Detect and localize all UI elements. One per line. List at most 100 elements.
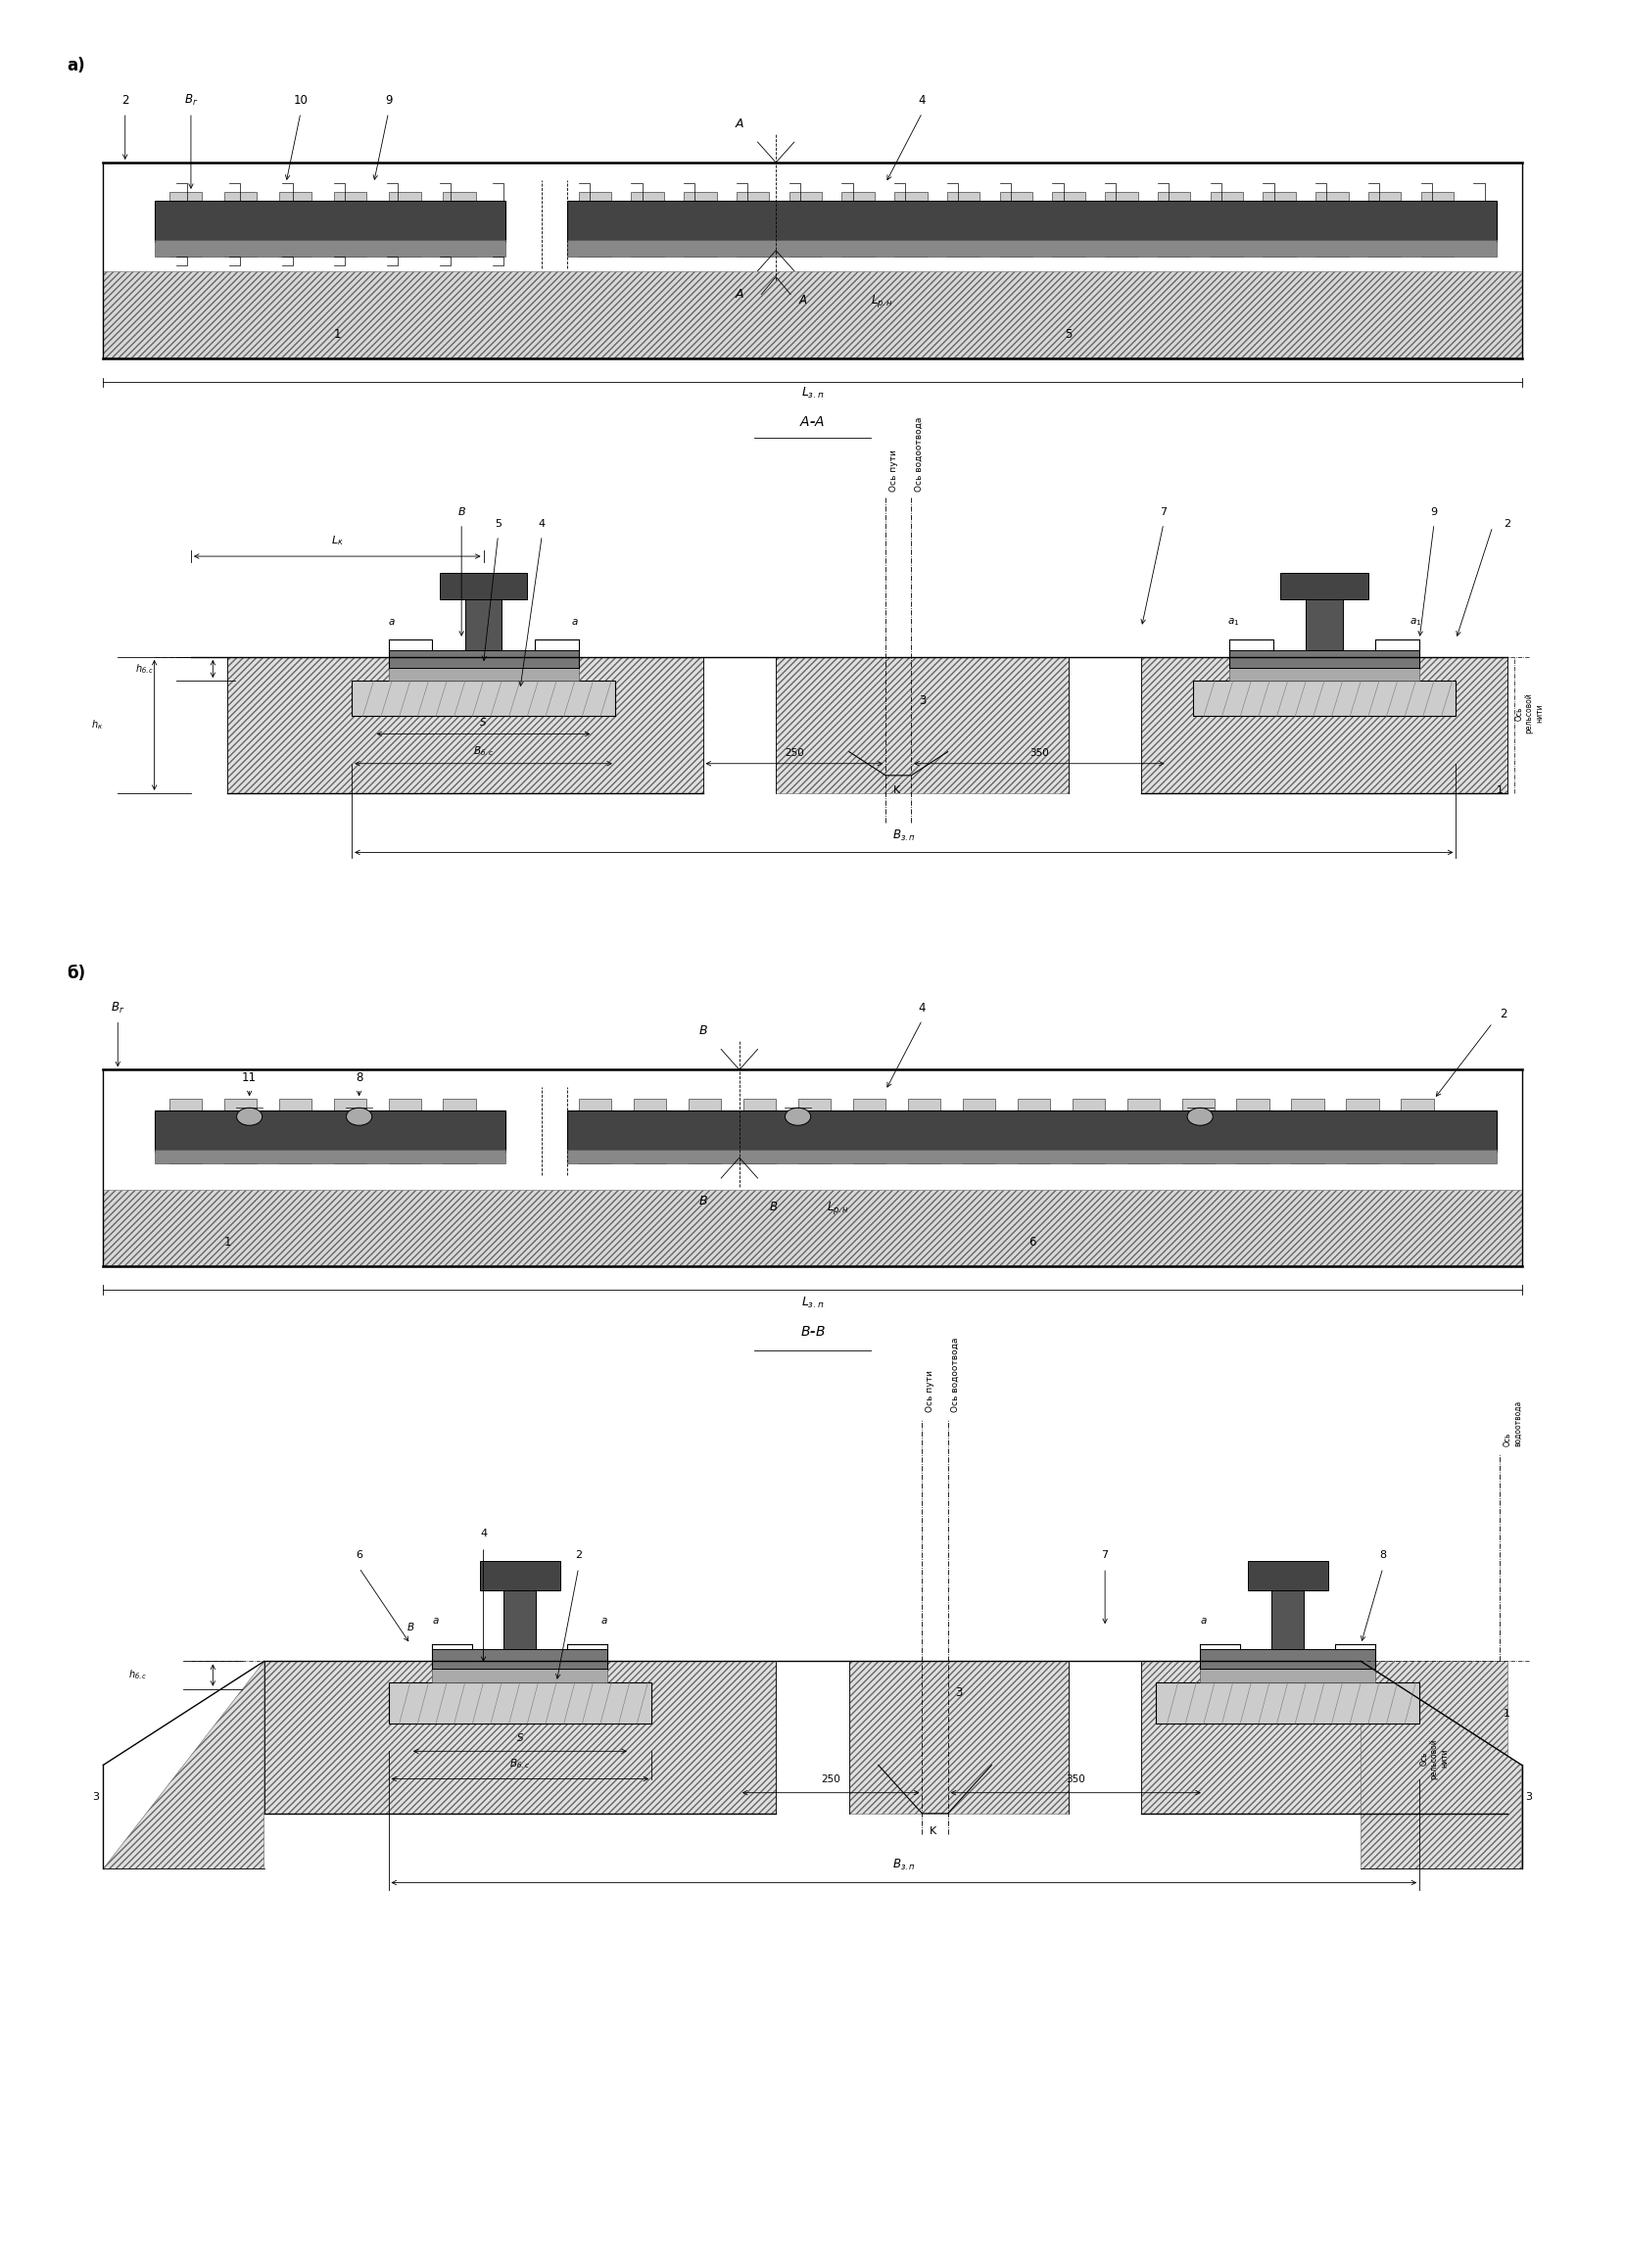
Text: 2: 2 [575,1549,582,1560]
Text: б): б) [67,964,86,982]
Text: 7: 7 [1160,508,1167,517]
Bar [1230,651,1420,667]
Text: 4: 4 [538,519,546,528]
Text: 2: 2 [1503,519,1511,528]
Bar [1401,1100,1435,1163]
Bar [630,193,665,256]
Text: $B$: $B$ [699,1025,707,1036]
Bar [853,1100,886,1163]
Text: $A$: $A$ [798,293,808,306]
Text: $A$-$A$: $A$-$A$ [800,415,826,429]
Text: $a$: $a$ [388,617,396,626]
Bar [908,1100,941,1163]
Text: $A$: $A$ [735,288,744,299]
Bar [388,667,578,680]
Bar [567,240,1497,256]
Bar [388,1683,652,1724]
Bar [388,193,421,256]
Text: $B_{з.п}$: $B_{з.п}$ [892,1857,915,1873]
Bar [578,1100,611,1163]
Text: $L_{з.п}$: $L_{з.п}$ [801,1295,824,1311]
Bar [388,1100,421,1163]
Bar [104,1191,1523,1266]
Text: 3: 3 [93,1792,99,1801]
Text: $L_{з.п}$: $L_{з.п}$ [801,386,824,401]
Ellipse shape [1188,1107,1212,1125]
Bar [1193,680,1456,717]
Text: 7: 7 [1102,1549,1108,1560]
Bar [1230,667,1420,680]
Text: $B_{б.с}$: $B_{б.с}$ [473,744,494,758]
Text: $a$: $a$ [432,1615,440,1626]
Bar [465,599,502,651]
Bar [224,193,257,256]
Text: 250: 250 [821,1774,840,1785]
Bar [1368,193,1401,256]
Text: Ось пути: Ось пути [889,449,899,492]
Bar [1181,1100,1216,1163]
Bar [224,1100,257,1163]
Text: $h_{б.с}$: $h_{б.с}$ [128,1669,146,1683]
Bar [842,193,874,256]
Bar [169,1100,202,1163]
Text: $B_{з.п}$: $B_{з.п}$ [892,828,915,844]
Text: 4: 4 [479,1529,488,1538]
Bar [578,193,611,256]
Bar [1281,574,1368,599]
Bar [777,658,1069,794]
Bar [567,1111,1497,1152]
Bar [1211,193,1243,256]
Bar [154,1150,505,1163]
Bar [279,193,312,256]
Bar [279,1100,312,1163]
Text: 350: 350 [1066,1774,1086,1785]
Bar [743,1100,777,1163]
Polygon shape [104,1660,263,1869]
Text: 11: 11 [242,1073,257,1084]
Ellipse shape [785,1107,811,1125]
Text: 9: 9 [1430,508,1438,517]
Bar [1201,1669,1376,1683]
Text: $B$: $B$ [699,1195,707,1207]
Bar [1142,658,1508,794]
Bar [263,1660,777,1814]
Text: 5: 5 [1064,329,1072,340]
Bar [1306,599,1342,651]
Bar [154,200,505,243]
Text: B: B [458,508,465,517]
Text: 250: 250 [785,748,804,758]
Text: 2: 2 [122,95,128,107]
Bar [333,193,367,256]
Bar [504,1590,536,1649]
Text: Ось водоотвода: Ось водоотвода [915,417,923,492]
Text: 8: 8 [356,1073,362,1084]
Bar [1248,1560,1328,1590]
Text: 1: 1 [1503,1708,1511,1719]
Bar [947,193,980,256]
Text: 6: 6 [1029,1236,1035,1247]
Text: $B$: $B$ [406,1619,414,1633]
Text: 1: 1 [224,1236,231,1247]
Bar [798,1100,830,1163]
Bar [999,193,1032,256]
Bar [1420,193,1454,256]
Text: $h_{б.с}$: $h_{б.с}$ [135,662,154,676]
Bar [962,1100,996,1163]
Text: 6: 6 [356,1549,362,1560]
Text: 9: 9 [385,95,392,107]
Text: Ось
водоотвода: Ось водоотвода [1503,1402,1523,1447]
Bar [333,1100,367,1163]
Bar [432,1669,608,1683]
Text: 10: 10 [294,95,307,107]
Bar [353,680,616,717]
Ellipse shape [346,1107,372,1125]
Text: $a_1$: $a_1$ [1227,617,1238,628]
Bar [684,193,717,256]
Bar [689,1100,722,1163]
Bar [1128,1100,1160,1163]
Text: 8: 8 [1380,1549,1386,1560]
Text: 4: 4 [918,95,926,107]
Bar [1017,1100,1050,1163]
Bar [228,658,704,794]
Text: 3: 3 [956,1685,962,1699]
